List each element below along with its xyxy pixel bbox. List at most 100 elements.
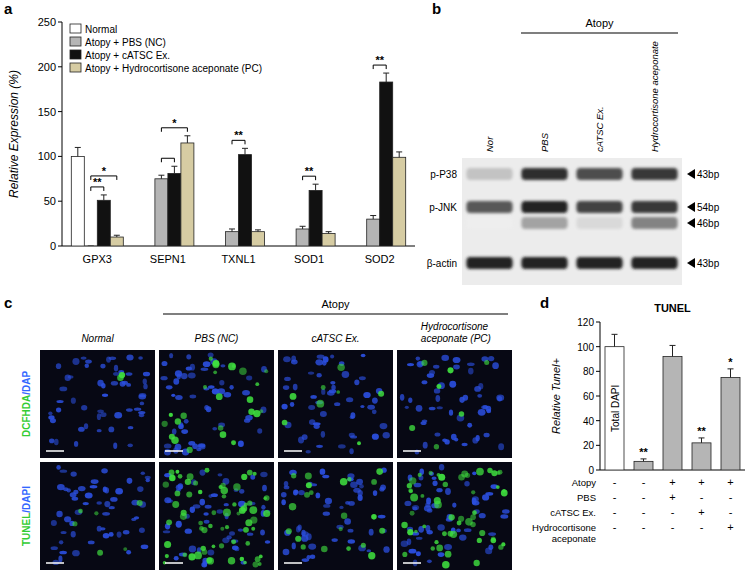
error-bar bbox=[370, 216, 376, 220]
nucleus bbox=[185, 529, 192, 534]
blot-band bbox=[466, 201, 512, 213]
nucleus bbox=[61, 531, 67, 534]
nucleus bbox=[113, 372, 119, 376]
nucleus bbox=[190, 364, 195, 371]
error-bar bbox=[300, 226, 306, 229]
blot-band bbox=[631, 217, 677, 229]
signal-spot bbox=[409, 489, 413, 493]
nucleus bbox=[423, 442, 428, 449]
signal-spot bbox=[458, 516, 464, 522]
signal-spot bbox=[193, 480, 198, 485]
signal-spot bbox=[175, 418, 181, 424]
signal-spot bbox=[448, 531, 454, 537]
nucleus bbox=[363, 392, 370, 398]
nucleus bbox=[342, 371, 350, 378]
nucleus bbox=[383, 546, 389, 553]
blot-band bbox=[521, 201, 567, 213]
signal-spot bbox=[187, 447, 193, 453]
nucleus bbox=[59, 387, 67, 392]
nucleus bbox=[111, 381, 118, 386]
nucleus bbox=[162, 361, 168, 366]
nucleus bbox=[74, 441, 78, 447]
signal-spot bbox=[211, 510, 216, 515]
bar bbox=[367, 219, 380, 246]
signal-spot bbox=[434, 501, 442, 509]
bar bbox=[393, 157, 406, 246]
signal-spot bbox=[337, 364, 344, 371]
nucleus bbox=[482, 405, 487, 409]
micrograph bbox=[278, 350, 393, 458]
micrograph-cells bbox=[281, 467, 390, 561]
nucleus bbox=[281, 499, 286, 505]
y-tick-label: 20 bbox=[583, 440, 595, 451]
condition-mark: - bbox=[613, 476, 617, 488]
micrograph-cells bbox=[51, 465, 151, 565]
nucleus bbox=[192, 443, 198, 449]
y-tick bbox=[596, 396, 600, 397]
signal-spot bbox=[357, 441, 361, 445]
column-label: cATSC Ex. bbox=[311, 333, 359, 344]
nucleus bbox=[305, 450, 310, 454]
nucleus bbox=[348, 539, 355, 544]
condition-label: PBS bbox=[577, 492, 596, 503]
signal-spot bbox=[255, 382, 259, 386]
signal-spot bbox=[218, 425, 224, 431]
nucleus bbox=[459, 397, 464, 403]
bar bbox=[239, 155, 252, 246]
nucleus bbox=[189, 545, 196, 552]
condition-label: Hydrocortisoneaceponate bbox=[532, 522, 596, 544]
nucleus bbox=[462, 443, 468, 446]
nucleus bbox=[128, 444, 133, 448]
nucleus bbox=[467, 423, 472, 428]
signal-spot bbox=[459, 411, 465, 417]
micrograph bbox=[159, 462, 274, 570]
nucleus bbox=[126, 383, 131, 387]
signal-spot bbox=[239, 507, 246, 514]
nucleus bbox=[321, 431, 325, 438]
nucleus bbox=[239, 489, 244, 494]
nucleus bbox=[416, 537, 423, 540]
nucleus bbox=[360, 405, 364, 408]
nucleus bbox=[315, 359, 323, 365]
nucleus bbox=[205, 505, 212, 509]
signal-spot bbox=[470, 514, 476, 520]
column-label-line: aceponate (PC) bbox=[418, 333, 491, 344]
signal-spot bbox=[169, 413, 173, 417]
panel-label: c bbox=[4, 294, 12, 311]
nucleus bbox=[444, 544, 452, 550]
nucleus bbox=[407, 363, 414, 366]
nucleus bbox=[238, 529, 244, 532]
nucleus bbox=[445, 488, 451, 495]
nucleus bbox=[246, 376, 252, 381]
bar bbox=[168, 173, 181, 246]
nucleus bbox=[294, 490, 298, 494]
panel-label: d bbox=[540, 294, 549, 311]
nucleus bbox=[109, 506, 115, 509]
nucleus bbox=[49, 439, 54, 444]
nucleus bbox=[293, 490, 298, 496]
nucleus bbox=[83, 502, 89, 505]
error-bar bbox=[612, 334, 618, 346]
signal-spot bbox=[371, 479, 377, 485]
y-tick bbox=[58, 111, 62, 112]
nucleus bbox=[193, 504, 201, 508]
nucleus bbox=[220, 364, 225, 367]
blot-band bbox=[576, 168, 622, 180]
nucleus bbox=[404, 501, 411, 506]
nucleus bbox=[128, 426, 134, 429]
nucleus bbox=[283, 356, 291, 362]
blot-band bbox=[631, 257, 677, 269]
y-tick bbox=[596, 470, 600, 471]
nucleus bbox=[378, 515, 386, 519]
signal-spot bbox=[498, 545, 503, 550]
signal-spot bbox=[434, 444, 439, 449]
y-tick bbox=[596, 346, 600, 347]
nucleus bbox=[432, 477, 437, 480]
size-arrow bbox=[687, 169, 695, 179]
x-tick-label: SOD2 bbox=[365, 253, 395, 265]
signal-spot bbox=[245, 541, 250, 546]
signal-spot bbox=[301, 544, 306, 549]
signal-spot bbox=[180, 413, 186, 419]
nucleus bbox=[177, 374, 181, 380]
sig-bracket bbox=[161, 158, 174, 162]
